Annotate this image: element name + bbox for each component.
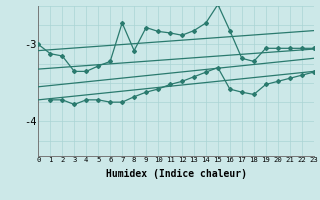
- X-axis label: Humidex (Indice chaleur): Humidex (Indice chaleur): [106, 169, 246, 179]
